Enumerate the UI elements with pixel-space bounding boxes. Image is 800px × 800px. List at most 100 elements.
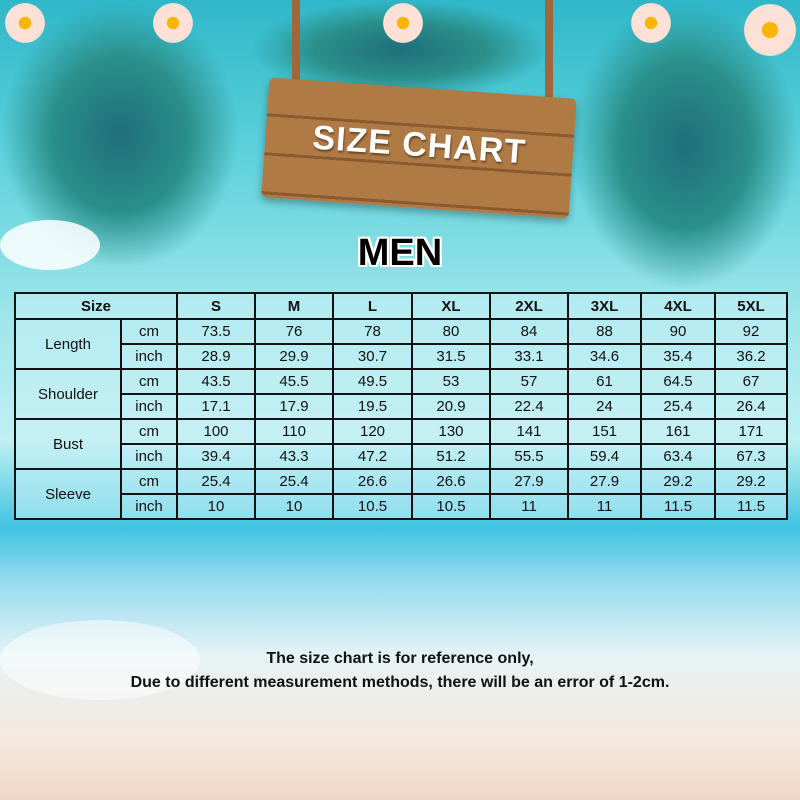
table-header-row: Size S M L XL 2XL 3XL 4XL 5XL <box>13 292 789 320</box>
flower-decoration <box>150 0 196 46</box>
measurement-label: Bust <box>14 418 122 470</box>
table-cell: 73.5 <box>176 318 257 345</box>
table-cell: 88 <box>567 318 643 345</box>
table-cell: 29.9 <box>254 343 335 370</box>
table-cell: 26.6 <box>411 468 492 495</box>
rope-decoration <box>292 0 300 100</box>
unit-label: inch <box>119 393 179 420</box>
table-cell: 29.2 <box>640 468 717 495</box>
table-cell: 33.1 <box>489 343 570 370</box>
table-cell: 39.4 <box>176 443 257 470</box>
table-cell: 63.4 <box>640 443 717 470</box>
table-cell: 78 <box>332 318 414 345</box>
unit-label: inch <box>119 493 179 520</box>
table-cell: 43.5 <box>176 368 257 395</box>
table-cell: 80 <box>411 318 492 345</box>
table-cell: 171 <box>714 418 789 445</box>
size-table: Size S M L XL 2XL 3XL 4XL 5XL Length cm 73.5 76 78 80 8… <box>13 292 789 520</box>
table-cell: 92 <box>714 318 789 345</box>
footer-note-line2: Due to different measurement methods, th… <box>130 674 670 691</box>
table-cell: 17.9 <box>254 393 335 420</box>
measurement-label: Length <box>14 318 122 370</box>
table-cell: 45.5 <box>254 368 335 395</box>
size-column-header: S <box>176 292 257 320</box>
table-cell: 67.3 <box>714 443 789 470</box>
measurement-label: Sleeve <box>14 468 122 520</box>
size-header: Size <box>13 292 179 320</box>
unit-label: cm <box>119 318 179 345</box>
table-row: Length cm 73.5 76 78 80 84 88 90 92 <box>14 318 789 370</box>
sign-title: SIZE CHART <box>311 118 528 172</box>
table-row: inch 10 10 10.5 10.5 11 11 11.5 11.5 <box>15 493 789 520</box>
table-cell: 64.5 <box>640 368 717 395</box>
table-cell: 25.4 <box>640 393 717 420</box>
table-row: inch 39.4 43.3 47.2 51.2 55.5 59.4 63.4 67.3 <box>15 443 789 470</box>
table-cell: 11.5 <box>640 493 717 520</box>
flower-decoration <box>628 0 674 46</box>
section-title: MEN <box>357 232 443 274</box>
table-row: Bust cm 100 110 120 130 141 151 161 171 <box>14 418 789 470</box>
cloud-decoration <box>0 620 200 700</box>
table-cell: 25.4 <box>254 468 335 495</box>
size-column-header: XL <box>411 292 492 320</box>
table-cell: 100 <box>176 418 257 445</box>
cloud-decoration <box>0 220 100 270</box>
size-chart-sign: SIZE CHART <box>261 77 577 219</box>
flower-decoration <box>380 0 426 46</box>
table-cell: 35.4 <box>640 343 717 370</box>
table-cell: 29.2 <box>714 468 789 495</box>
table-cell: 24 <box>567 393 643 420</box>
footer-note-line1: The size chart is for reference only, <box>266 650 534 667</box>
table-cell: 36.2 <box>714 343 789 370</box>
table-cell: 130 <box>411 418 492 445</box>
table-cell: 49.5 <box>332 368 414 395</box>
flower-decoration <box>2 0 48 46</box>
table-cell: 25.4 <box>176 468 257 495</box>
table-cell: 27.9 <box>567 468 643 495</box>
table-cell: 57 <box>489 368 570 395</box>
table-cell: 10.5 <box>411 493 492 520</box>
table-row: inch 28.9 29.9 30.7 31.5 33.1 34.6 35.4 36.2 <box>15 343 789 370</box>
table-cell: 43.3 <box>254 443 335 470</box>
table-cell: 19.5 <box>332 393 414 420</box>
measurement-label: Shoulder <box>14 368 122 420</box>
flower-decoration <box>740 0 800 60</box>
table-cell: 141 <box>489 418 570 445</box>
table-cell: 10 <box>254 493 335 520</box>
size-column-header: 2XL <box>489 292 570 320</box>
table-cell: 31.5 <box>411 343 492 370</box>
unit-label: cm <box>119 468 179 495</box>
unit-label: cm <box>119 418 179 445</box>
table-cell: 61 <box>567 368 643 395</box>
table-cell: 11 <box>489 493 570 520</box>
table-cell: 90 <box>640 318 717 345</box>
table-row: Sleeve cm 25.4 25.4 26.6 26.6 27.9 27.9 29.2 29.2 <box>14 468 789 520</box>
table-cell: 151 <box>567 418 643 445</box>
size-column-header: 4XL <box>640 292 717 320</box>
table-cell: 17.1 <box>176 393 257 420</box>
table-cell: 47.2 <box>332 443 414 470</box>
table-cell: 28.9 <box>176 343 257 370</box>
table-cell: 11.5 <box>714 493 789 520</box>
table-cell: 10 <box>176 493 257 520</box>
table-cell: 59.4 <box>567 443 643 470</box>
table-cell: 26.4 <box>714 393 789 420</box>
table-cell: 55.5 <box>489 443 570 470</box>
rope-decoration <box>545 0 553 100</box>
table-cell: 120 <box>332 418 414 445</box>
unit-label: inch <box>119 443 179 470</box>
table-cell: 161 <box>640 418 717 445</box>
table-cell: 34.6 <box>567 343 643 370</box>
size-column-header: 3XL <box>567 292 643 320</box>
size-column-header: M <box>254 292 335 320</box>
unit-label: cm <box>119 368 179 395</box>
table-cell: 76 <box>254 318 335 345</box>
table-cell: 84 <box>489 318 570 345</box>
size-column-header: 5XL <box>714 292 789 320</box>
table-cell: 110 <box>254 418 335 445</box>
table-row: inch 17.1 17.9 19.5 20.9 22.4 24 25.4 26.4 <box>15 393 789 420</box>
table-cell: 26.6 <box>332 468 414 495</box>
table-row: Shoulder cm 43.5 45.5 49.5 53 57 61 64.5 67 <box>14 368 789 420</box>
table-cell: 67 <box>714 368 789 395</box>
size-column-header: L <box>332 292 414 320</box>
